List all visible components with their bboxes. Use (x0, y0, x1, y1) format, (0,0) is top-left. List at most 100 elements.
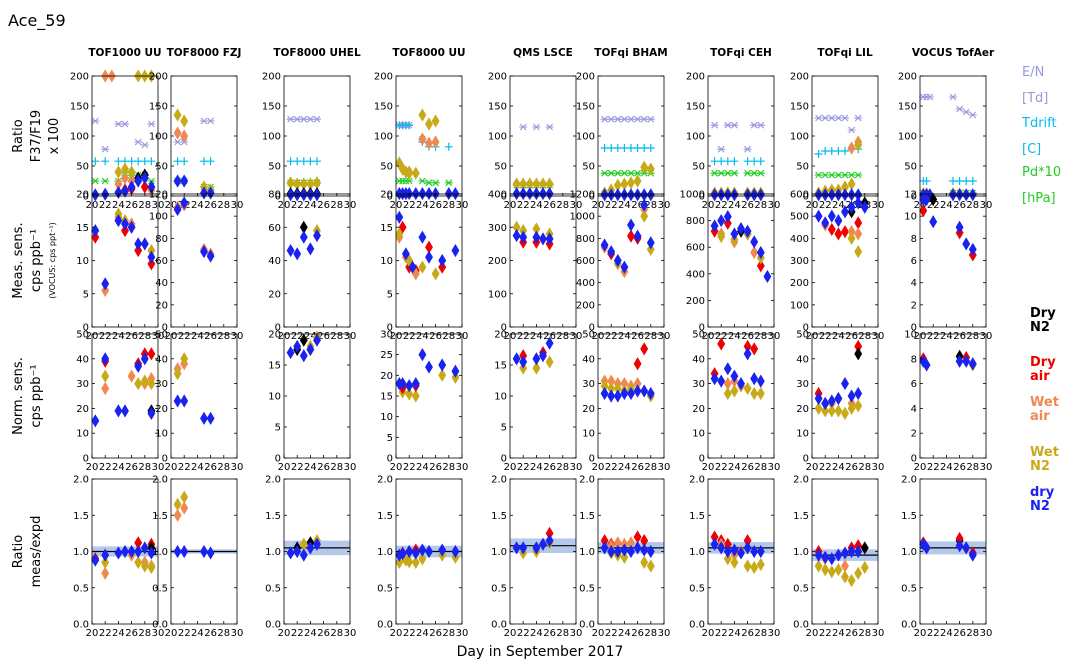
data-point (633, 174, 642, 188)
data-point (101, 548, 110, 562)
x-tick-label: 24 (112, 462, 125, 473)
data-point (425, 250, 433, 264)
data-point (949, 188, 957, 202)
data-point (968, 242, 977, 256)
data-point (91, 177, 100, 185)
y-tick-label: 0 (162, 192, 168, 203)
x-tick-label: 30 (980, 462, 993, 473)
data-point (854, 138, 863, 152)
data-point (756, 245, 765, 260)
data-point (827, 404, 836, 418)
x-tick-label: 20 (592, 462, 605, 473)
x-tick-label: 26 (429, 200, 442, 211)
data-point (121, 162, 129, 176)
y-tick-label: 0.0 (265, 620, 281, 631)
y-tick-label: 0.0 (491, 620, 507, 631)
x-tick-label: 28 (644, 462, 657, 473)
instrument-title: TOFqi LIL (817, 47, 873, 59)
data-point (286, 546, 295, 560)
data-point (847, 200, 856, 214)
x-tick-label: 28 (966, 462, 979, 473)
x-tick-label: 26 (741, 462, 754, 473)
data-point (756, 386, 765, 401)
data-point (955, 539, 964, 553)
data-point (854, 386, 863, 401)
y-tick-label: 0 (803, 192, 809, 203)
x-tick-label: 30 (344, 628, 357, 639)
legend-condition-sub: air (1030, 409, 1050, 424)
data-point (730, 384, 739, 398)
x-tick-label: 20 (86, 462, 99, 473)
x-tick-label: 26 (631, 200, 644, 211)
series (91, 541, 156, 567)
data-point (841, 406, 849, 420)
x-tick-label: 24 (940, 200, 953, 211)
x-tick-label: 20 (806, 462, 819, 473)
y-tick-label: 100 (374, 132, 393, 143)
data-point (173, 202, 182, 217)
legend-condition-label: dry (1030, 485, 1055, 500)
data-point (299, 349, 308, 363)
data-point (633, 541, 642, 555)
x-tick-label: 28 (330, 331, 343, 342)
data-point (140, 541, 149, 555)
data-point (962, 188, 971, 202)
y-tick-label: 1000 (680, 190, 705, 201)
y-tick-label: 20 (155, 404, 168, 415)
data-point (710, 188, 719, 202)
y-tick-label: 15 (380, 392, 393, 403)
data-point (532, 541, 541, 555)
data-point (854, 171, 863, 179)
axes-frame (707, 193, 775, 328)
series (173, 490, 189, 511)
data-point (405, 544, 414, 559)
legend-condition-label: Wet (1030, 445, 1059, 460)
y-tick-label: 400 (686, 269, 705, 280)
x-tick-label: 22 (291, 628, 304, 639)
x-tick-label: 24 (618, 628, 631, 639)
data-point (821, 563, 830, 577)
y-tick-label: 1.5 (73, 511, 89, 522)
data-point (613, 253, 622, 268)
data-point (955, 105, 964, 113)
data-point (841, 546, 849, 560)
x-tick-label: 24 (416, 462, 429, 473)
data-point (717, 541, 726, 555)
data-point (438, 543, 447, 557)
y-tick-label: 1.0 (793, 547, 809, 558)
legend-condition-sub: N2 (1030, 459, 1050, 474)
x-tick-label: 20 (702, 628, 715, 639)
legend-top-label: Tdrift (1021, 116, 1057, 131)
data-point (293, 247, 302, 261)
y-tick-label: 0 (501, 323, 507, 334)
data-point (121, 217, 129, 231)
x-tick-label: 30 (658, 462, 671, 473)
x-tick-label: 28 (330, 462, 343, 473)
data-point (627, 544, 635, 559)
y-tick-label: 150 (374, 102, 393, 113)
y-tick-label: 20 (796, 404, 809, 415)
data-point (854, 544, 863, 559)
y-tick-label: 100 (790, 132, 809, 143)
y-tick-label: 150 (686, 102, 705, 113)
series (395, 108, 440, 180)
series (723, 552, 765, 575)
data-point (847, 141, 856, 155)
series (91, 117, 156, 153)
data-point (519, 355, 528, 369)
y-tick-label: 1.0 (689, 547, 705, 558)
data-point (127, 544, 136, 559)
data-point (841, 377, 849, 391)
row-label: meas/expd (29, 516, 44, 588)
x-tick-label: 28 (754, 628, 767, 639)
data-point (313, 228, 321, 243)
instrument-title: TOFqi CEH (710, 47, 772, 59)
series (814, 114, 863, 134)
series (814, 544, 863, 566)
y-tick-label: 2.0 (579, 475, 595, 486)
y-tick-label: 30 (582, 379, 595, 390)
axes-frame (509, 193, 577, 328)
y-tick-label: 80 (155, 234, 168, 245)
